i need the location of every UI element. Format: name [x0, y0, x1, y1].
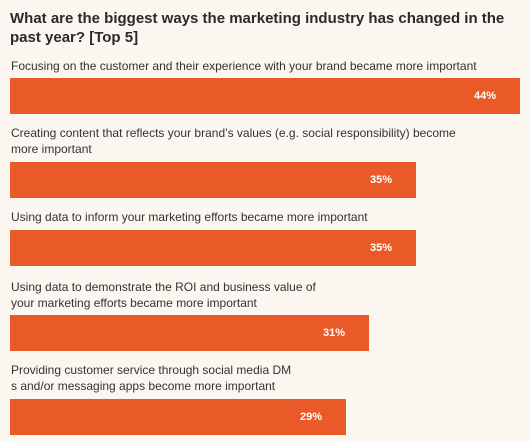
category-label: Using data to inform your marketing effo…: [11, 210, 368, 224]
bar: 44%: [10, 78, 520, 114]
bar: 31%: [10, 315, 369, 351]
bar-value-label: 44%: [473, 90, 496, 102]
bar: 35%: [10, 230, 416, 266]
bar-value-label: 29%: [299, 411, 322, 423]
chart-title: What are the biggest ways the marketing …: [10, 10, 505, 46]
bar: 29%: [10, 399, 346, 435]
bar-value-label: 35%: [369, 174, 392, 186]
category-label: Focusing on the customer and their exper…: [11, 59, 477, 73]
category-label: Creating content that reflects your bran…: [11, 126, 456, 156]
category-label: Using data to demonstrate the ROI and bu…: [11, 280, 316, 310]
bar-value-label: 35%: [369, 242, 392, 254]
bar: 35%: [10, 162, 416, 198]
bar-value-label: 31%: [322, 327, 345, 339]
category-label: Providing customer service through socia…: [11, 363, 292, 393]
